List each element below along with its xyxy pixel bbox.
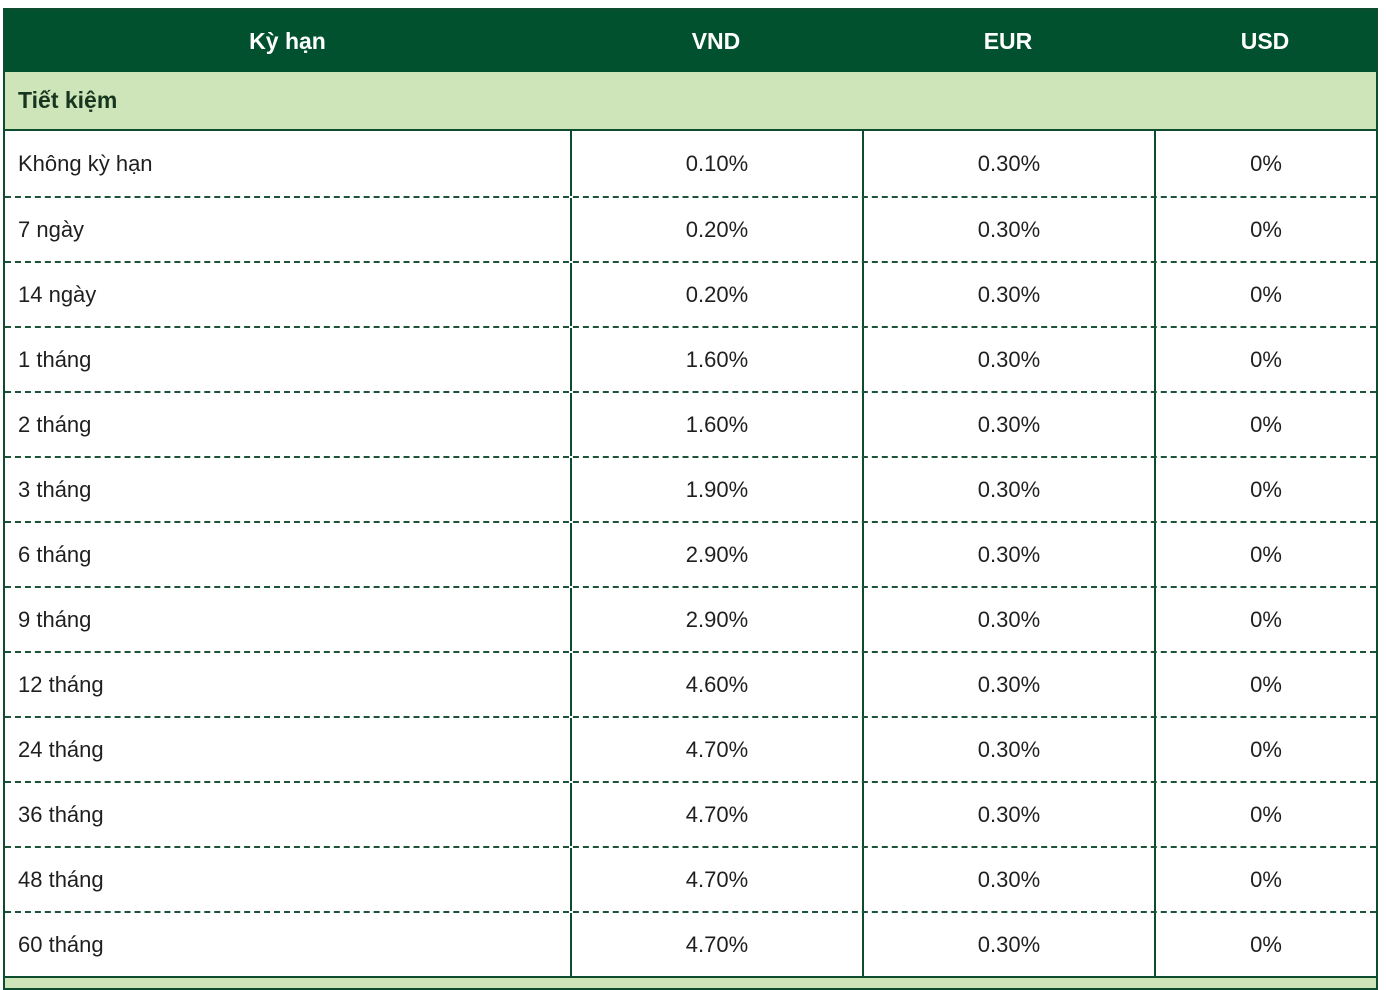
vnd-cell: 4.70% <box>570 848 862 911</box>
term-cell: 1 tháng <box>18 346 92 372</box>
eur-cell: 0.30% <box>862 263 1154 326</box>
term-cell: 36 tháng <box>18 801 104 827</box>
eur-cell: 0.30% <box>862 718 1154 781</box>
eur-cell: 0.30% <box>862 328 1154 391</box>
usd-cell: 0% <box>1154 588 1376 651</box>
next-section-row-cutoff <box>5 976 1376 988</box>
term-cell: 3 tháng <box>18 476 92 502</box>
table-row: 36 tháng 4.70% 0.30% 0% <box>5 781 1376 846</box>
eur-cell: 0.30% <box>862 393 1154 456</box>
vnd-cell: 1.60% <box>570 328 862 391</box>
usd-cell: 0% <box>1154 458 1376 521</box>
table-row: 6 tháng 2.90% 0.30% 0% <box>5 521 1376 586</box>
usd-cell: 0% <box>1154 913 1376 976</box>
vnd-cell: 4.60% <box>570 653 862 716</box>
eur-cell: 0.30% <box>862 131 1154 196</box>
table-row: Không kỳ hạn 0.10% 0.30% 0% <box>5 131 1376 196</box>
term-cell: 2 tháng <box>18 411 92 437</box>
vnd-cell: 4.70% <box>570 718 862 781</box>
section-row-savings: Tiết kiệm <box>5 72 1376 131</box>
table-row: 1 tháng 1.60% 0.30% 0% <box>5 326 1376 391</box>
term-cell: 24 tháng <box>18 736 104 762</box>
header-cell-vnd: VND <box>691 27 741 54</box>
term-cell: 12 tháng <box>18 671 104 697</box>
term-cell: 6 tháng <box>18 541 92 567</box>
eur-cell: 0.30% <box>862 458 1154 521</box>
eur-cell: 0.30% <box>862 198 1154 261</box>
term-cell: 7 ngày <box>18 216 85 242</box>
vnd-cell: 4.70% <box>570 913 862 976</box>
usd-cell: 0% <box>1154 783 1376 846</box>
eur-cell: 0.30% <box>862 653 1154 716</box>
table-row: 2 tháng 1.60% 0.30% 0% <box>5 391 1376 456</box>
vnd-cell: 1.90% <box>570 458 862 521</box>
usd-cell: 0% <box>1154 848 1376 911</box>
eur-cell: 0.30% <box>862 783 1154 846</box>
table-row: 12 tháng 4.60% 0.30% 0% <box>5 651 1376 716</box>
table-row: 14 ngày 0.20% 0.30% 0% <box>5 261 1376 326</box>
table-header-row: Kỳ hạn VND EUR USD <box>5 10 1376 72</box>
usd-cell: 0% <box>1154 131 1376 196</box>
vnd-cell: 0.20% <box>570 263 862 326</box>
header-cell-term: Kỳ hạn <box>249 27 326 54</box>
term-cell: 48 tháng <box>18 866 104 892</box>
term-cell: 9 tháng <box>18 606 92 632</box>
vnd-cell: 0.20% <box>570 198 862 261</box>
table-row: 48 tháng 4.70% 0.30% 0% <box>5 846 1376 911</box>
vnd-cell: 4.70% <box>570 783 862 846</box>
eur-cell: 0.30% <box>862 848 1154 911</box>
interest-rate-table: Kỳ hạn VND EUR USD Tiết kiệm Không kỳ hạ… <box>3 8 1378 990</box>
table-row: 7 ngày 0.20% 0.30% 0% <box>5 196 1376 261</box>
eur-cell: 0.30% <box>862 913 1154 976</box>
table-row: 24 tháng 4.70% 0.30% 0% <box>5 716 1376 781</box>
header-cell-usd: USD <box>1240 27 1290 54</box>
usd-cell: 0% <box>1154 653 1376 716</box>
table-row: 3 tháng 1.90% 0.30% 0% <box>5 456 1376 521</box>
usd-cell: 0% <box>1154 263 1376 326</box>
eur-cell: 0.30% <box>862 588 1154 651</box>
eur-cell: 0.30% <box>862 523 1154 586</box>
section-label: Tiết kiệm <box>18 87 118 113</box>
vnd-cell: 2.90% <box>570 523 862 586</box>
usd-cell: 0% <box>1154 393 1376 456</box>
usd-cell: 0% <box>1154 198 1376 261</box>
vnd-cell: 0.10% <box>570 131 862 196</box>
header-cell-eur: EUR <box>983 27 1033 54</box>
vnd-cell: 2.90% <box>570 588 862 651</box>
usd-cell: 0% <box>1154 718 1376 781</box>
table-row: 9 tháng 2.90% 0.30% 0% <box>5 586 1376 651</box>
term-cell: Không kỳ hạn <box>18 150 153 176</box>
term-cell: 60 tháng <box>18 931 104 957</box>
term-cell: 14 ngày <box>18 281 97 307</box>
vnd-cell: 1.60% <box>570 393 862 456</box>
usd-cell: 0% <box>1154 328 1376 391</box>
usd-cell: 0% <box>1154 523 1376 586</box>
table-row: 60 tháng 4.70% 0.30% 0% <box>5 911 1376 976</box>
